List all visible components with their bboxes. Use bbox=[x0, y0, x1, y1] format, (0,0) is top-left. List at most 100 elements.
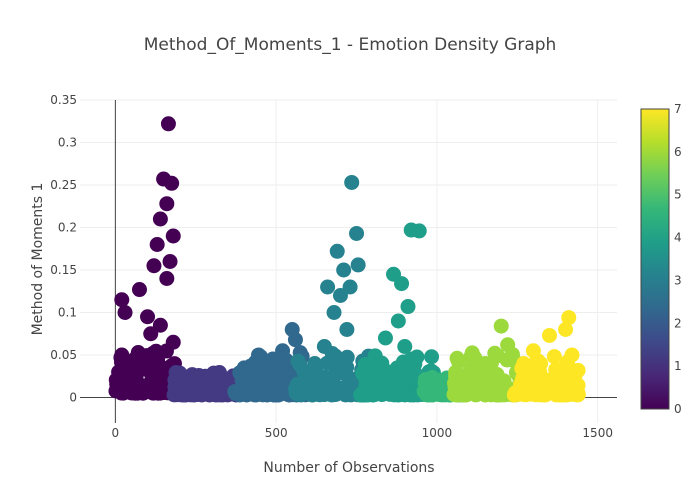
data-point bbox=[390, 313, 406, 329]
data-point bbox=[570, 362, 586, 378]
data-point bbox=[349, 225, 365, 241]
x-tick-label: 1500 bbox=[582, 426, 613, 440]
data-point bbox=[513, 377, 529, 393]
data-point bbox=[316, 339, 332, 354]
y-tick-label: 0.3 bbox=[58, 136, 77, 150]
data-point bbox=[338, 387, 354, 403]
chart-title: Method_Of_Moments_1 - Emotion Density Gr… bbox=[144, 35, 557, 55]
data-point bbox=[120, 373, 136, 388]
data-point bbox=[532, 364, 548, 380]
data-point bbox=[487, 345, 503, 361]
data-point bbox=[131, 282, 147, 298]
data-point bbox=[165, 334, 181, 350]
data-point bbox=[567, 384, 583, 400]
data-point bbox=[342, 279, 358, 295]
data-point bbox=[300, 373, 316, 388]
data-point bbox=[114, 347, 130, 363]
data-point bbox=[332, 351, 348, 367]
data-point bbox=[489, 367, 505, 383]
data-point bbox=[468, 368, 484, 384]
data-point bbox=[525, 343, 541, 359]
data-point bbox=[332, 288, 348, 303]
data-point bbox=[516, 356, 532, 371]
y-tick-label: 0.35 bbox=[50, 93, 77, 107]
data-point bbox=[166, 387, 182, 403]
data-point bbox=[546, 349, 562, 365]
data-point bbox=[377, 330, 393, 346]
data-point bbox=[360, 387, 376, 403]
data-point bbox=[145, 346, 161, 362]
data-point bbox=[287, 332, 303, 348]
data-point bbox=[262, 356, 278, 371]
colorbar-tick-label: 3 bbox=[674, 273, 682, 287]
data-point bbox=[117, 305, 133, 320]
data-point bbox=[152, 211, 168, 227]
data-point bbox=[493, 318, 509, 334]
data-point bbox=[152, 317, 168, 333]
data-point bbox=[458, 377, 474, 393]
y-tick-label: 0 bbox=[69, 391, 77, 405]
y-tick-label: 0.25 bbox=[50, 178, 77, 192]
data-point bbox=[270, 383, 286, 399]
data-point bbox=[165, 228, 181, 244]
data-point bbox=[326, 305, 342, 320]
data-point bbox=[292, 357, 308, 373]
data-point bbox=[411, 223, 427, 239]
data-point bbox=[164, 175, 180, 191]
y-tick-label: 0.15 bbox=[50, 263, 77, 277]
data-point bbox=[545, 381, 561, 397]
y-tick-label: 0.1 bbox=[58, 306, 77, 320]
data-point bbox=[162, 254, 178, 269]
data-point bbox=[358, 373, 374, 388]
data-point bbox=[344, 174, 360, 190]
data-point bbox=[386, 380, 402, 396]
data-point bbox=[159, 271, 175, 286]
data-point bbox=[449, 350, 465, 366]
data-point bbox=[152, 369, 168, 385]
data-point bbox=[424, 349, 440, 365]
data-point bbox=[143, 326, 159, 342]
data-point bbox=[499, 352, 515, 368]
data-point bbox=[336, 262, 352, 278]
data-point bbox=[332, 364, 348, 380]
x-axis-label: Number of Observations bbox=[263, 460, 434, 476]
data-point bbox=[371, 381, 387, 397]
data-point bbox=[114, 292, 130, 308]
colorbar-tick-label: 0 bbox=[674, 402, 682, 416]
data-point bbox=[320, 279, 336, 295]
x-tick-label: 500 bbox=[265, 426, 288, 440]
data-point bbox=[178, 383, 194, 399]
data-point bbox=[558, 322, 574, 337]
data-point bbox=[500, 337, 516, 353]
colorbar-tick-label: 6 bbox=[674, 145, 682, 159]
colorbar-tick-label: 1 bbox=[674, 359, 682, 373]
data-point bbox=[160, 116, 176, 132]
data-point bbox=[140, 309, 156, 325]
data-point bbox=[236, 373, 252, 388]
x-tick-label: 1000 bbox=[422, 426, 453, 440]
y-tick-label: 0.2 bbox=[58, 221, 77, 235]
y-axis-label: Method of Moments 1 bbox=[30, 183, 46, 336]
colorbar-tick-label: 7 bbox=[674, 102, 682, 116]
data-point bbox=[400, 299, 416, 315]
data-point bbox=[197, 368, 213, 384]
data-point bbox=[339, 322, 355, 337]
data-point bbox=[268, 368, 284, 384]
colorbar: 0 1 2 3 4 5 6 7 bbox=[640, 102, 682, 416]
data-point bbox=[329, 243, 345, 259]
data-point bbox=[146, 258, 162, 274]
data-point bbox=[313, 381, 329, 397]
data-point bbox=[307, 356, 323, 371]
data-point bbox=[111, 364, 127, 380]
data-point bbox=[541, 327, 557, 343]
tick-labels: 0 500 1000 1500 0 0.05 0.1 0.15 0.2 0.25 0.3 0.35 bbox=[50, 93, 613, 440]
data-point bbox=[365, 356, 381, 371]
x-tick-label: 0 bbox=[112, 426, 120, 440]
data-point bbox=[397, 339, 413, 354]
data-point bbox=[561, 310, 577, 326]
data-point bbox=[350, 257, 366, 273]
colorbar-tick-label: 4 bbox=[674, 231, 682, 245]
data-point bbox=[127, 351, 143, 367]
points-layer bbox=[108, 116, 586, 403]
data-point bbox=[404, 351, 420, 367]
